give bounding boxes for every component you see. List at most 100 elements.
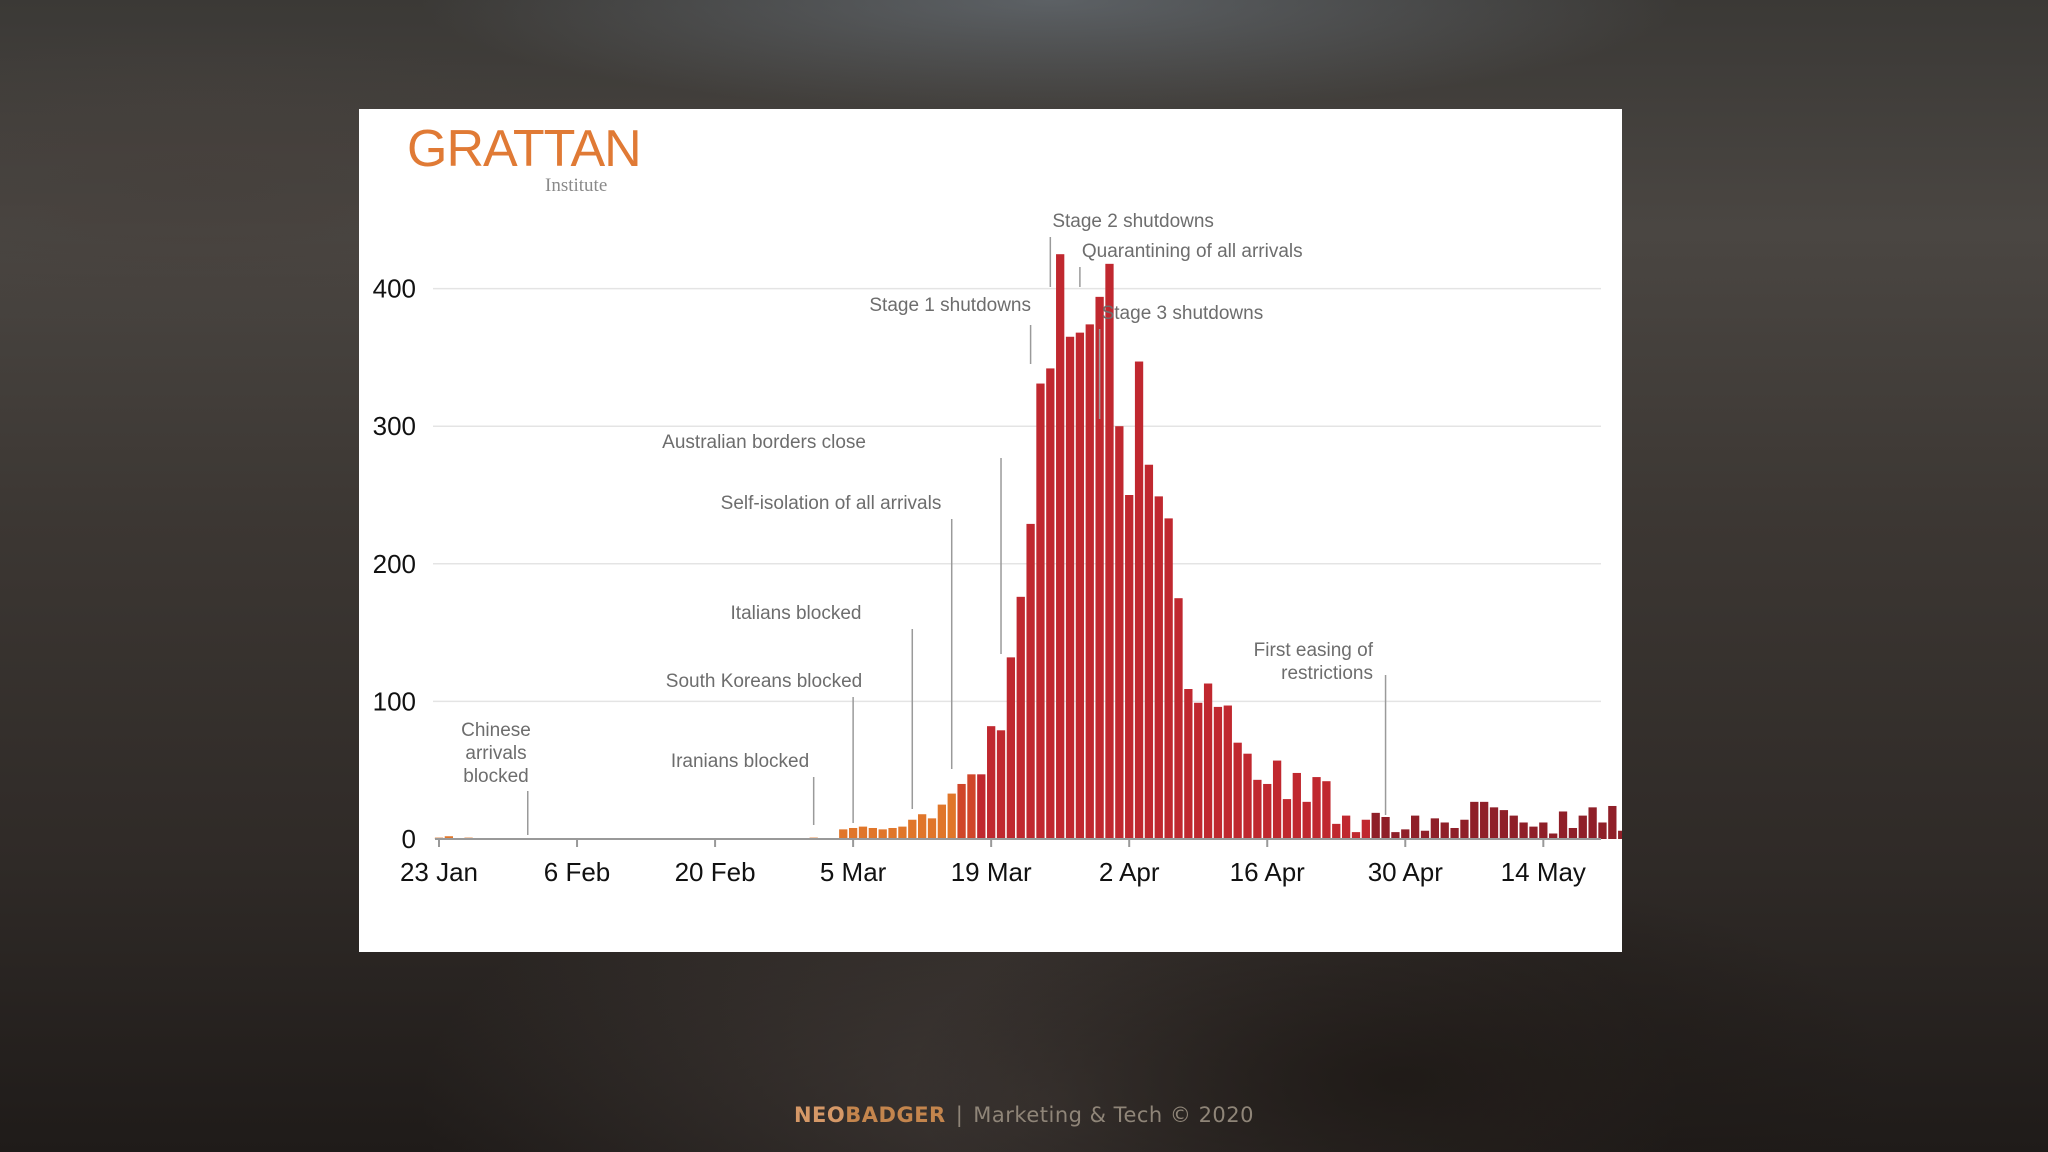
bar xyxy=(1509,815,1518,839)
bar xyxy=(1312,777,1321,839)
bar xyxy=(1351,832,1361,839)
bar xyxy=(957,783,966,839)
bar xyxy=(868,827,877,839)
bar xyxy=(1549,833,1558,839)
bar xyxy=(888,827,897,839)
bar xyxy=(1371,812,1380,839)
annotation-label-line: blocked xyxy=(463,766,529,787)
bar xyxy=(1233,742,1242,839)
annotation-label-line: Australian borders close xyxy=(662,432,866,453)
bar xyxy=(1016,596,1025,839)
bar xyxy=(1184,689,1193,839)
bar xyxy=(1134,361,1144,839)
bar xyxy=(1115,426,1124,839)
x-tick-label: 20 Feb xyxy=(675,857,756,887)
bar xyxy=(996,730,1006,839)
bar xyxy=(1568,827,1578,839)
bar xyxy=(1125,495,1134,839)
bar xyxy=(1213,706,1223,839)
bar xyxy=(937,804,947,839)
footer-tagline: Marketing & Tech © 2020 xyxy=(973,1103,1255,1127)
bar xyxy=(1529,826,1538,839)
footer: NEOBADGER | Marketing & Tech © 2020 xyxy=(0,1103,2048,1127)
bar xyxy=(1302,801,1311,839)
bar xyxy=(1381,816,1390,839)
bar xyxy=(1420,830,1430,839)
x-tick-label: 6 Feb xyxy=(544,857,611,887)
bar xyxy=(1282,799,1292,839)
grattan-logo-subtitle: Institute xyxy=(545,175,608,196)
bar xyxy=(1332,823,1341,839)
bar xyxy=(1440,822,1449,839)
annotation-label-line: Stage 1 shutdowns xyxy=(869,295,1031,316)
annotation-label: Stage 2 shutdowns xyxy=(1052,211,1214,232)
bar xyxy=(898,826,907,839)
bar xyxy=(1075,332,1085,839)
x-tick-label: 2 Apr xyxy=(1099,857,1160,887)
bar xyxy=(1450,827,1459,839)
bar xyxy=(1085,324,1094,840)
bar xyxy=(908,819,917,839)
bar xyxy=(858,826,868,839)
x-tick-label: 16 Apr xyxy=(1230,857,1306,887)
annotation-label: Self-isolation of all arrivals xyxy=(721,493,942,514)
annotation-label: First easing of restrictions xyxy=(1254,640,1374,684)
grattan-logo: GRATTAN xyxy=(407,120,642,178)
bar xyxy=(1046,368,1055,839)
bar xyxy=(1223,705,1232,839)
annotation-label-line: arrivals xyxy=(465,743,526,764)
bar xyxy=(1164,518,1173,839)
annotation-label-line: Stage 2 shutdowns xyxy=(1052,211,1214,232)
y-tick-label: 300 xyxy=(373,411,416,441)
bar xyxy=(947,793,956,839)
annotation-label-line: restrictions xyxy=(1281,663,1373,684)
bar xyxy=(1361,819,1370,839)
bar xyxy=(917,814,927,839)
bar xyxy=(1460,819,1469,839)
bar xyxy=(1480,801,1489,839)
bar xyxy=(1489,807,1499,839)
footer-brand-badger: BADGER xyxy=(845,1103,946,1127)
bar xyxy=(1006,657,1016,839)
bar xyxy=(1430,818,1440,839)
bar xyxy=(1401,829,1410,839)
footer-separator: | xyxy=(955,1103,964,1127)
bar xyxy=(1292,772,1301,839)
x-tick-label: 14 May xyxy=(1501,857,1586,887)
bar xyxy=(1056,254,1065,839)
bar xyxy=(1341,815,1351,839)
bar xyxy=(1026,523,1035,839)
annotation-label-line: First easing of xyxy=(1254,640,1374,661)
y-tick-label: 200 xyxy=(373,549,416,579)
bar xyxy=(1588,807,1597,839)
cases-chart: 0 100 200 300 400 23 Jan 6 Feb 20 Feb 5 Mar 19 Ma… xyxy=(373,211,1622,887)
annotation-label-line: Stage 3 shutdowns xyxy=(1102,303,1264,324)
bar xyxy=(1519,822,1528,839)
annotation-label-line: Iranians blocked xyxy=(671,751,809,772)
x-tick-label: 5 Mar xyxy=(820,857,887,887)
y-tick-label: 100 xyxy=(373,686,416,716)
bar xyxy=(1243,753,1252,839)
annotation-label: Italians blocked xyxy=(731,603,862,624)
bar xyxy=(1598,822,1607,839)
bar xyxy=(1470,801,1479,839)
bar xyxy=(1499,810,1509,839)
bar xyxy=(977,774,986,839)
annotation-label-line: Quarantining of all arrivals xyxy=(1082,241,1303,262)
bar xyxy=(1174,598,1183,839)
x-tick-label: 19 Mar xyxy=(951,857,1032,887)
annotation-label: Iranians blocked xyxy=(671,751,809,772)
bar xyxy=(1095,296,1104,839)
bar xyxy=(1036,383,1045,839)
bar xyxy=(848,827,858,839)
annotation-label: Australian borders close xyxy=(662,432,866,453)
annotation-label: South Koreans blocked xyxy=(666,671,862,692)
bar xyxy=(839,829,848,839)
bar xyxy=(967,774,976,839)
bar xyxy=(1065,336,1075,839)
annotation-label-line: Chinese xyxy=(461,720,531,741)
bar xyxy=(1144,464,1154,839)
bar xyxy=(1253,779,1262,839)
footer-brand-neo: NEO xyxy=(793,1103,846,1127)
bar xyxy=(1154,496,1163,839)
